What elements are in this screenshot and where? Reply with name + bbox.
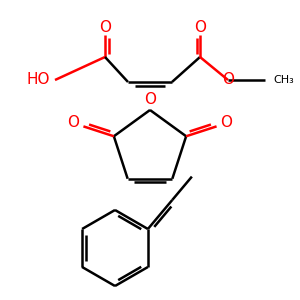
Text: O: O	[144, 92, 156, 107]
Text: O: O	[99, 20, 111, 34]
Text: O: O	[68, 115, 80, 130]
Text: O: O	[220, 115, 232, 130]
Text: HO: HO	[26, 73, 50, 88]
Text: O: O	[194, 20, 206, 34]
Text: CH₃: CH₃	[273, 75, 294, 85]
Text: O: O	[222, 73, 234, 88]
